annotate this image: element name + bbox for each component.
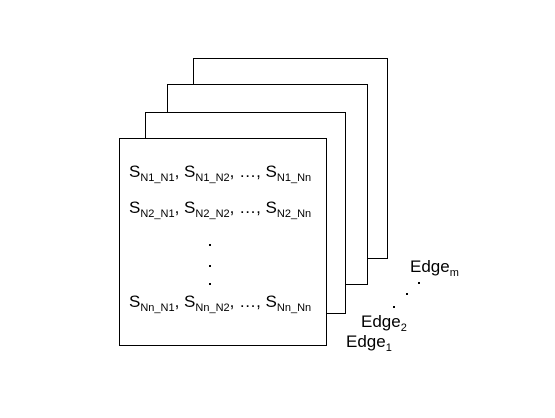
diagonal-ellipsis-dot (406, 293, 408, 295)
cell-base: S (265, 292, 277, 311)
cell-sub: N2_N1 (140, 208, 175, 220)
edge-sub: 1 (385, 342, 392, 354)
cell-base: S (129, 162, 141, 181)
cell-base: S (184, 162, 196, 181)
cell-sub: N2_N2 (195, 208, 230, 220)
edge-m-label: Edgem (410, 258, 459, 279)
edge-1-label: Edge1 (346, 333, 392, 354)
sep: , (174, 162, 185, 181)
edge-base: Edge (361, 312, 401, 331)
cell-sub: N1_N1 (140, 172, 175, 184)
edge-1-layer (119, 138, 327, 346)
cell-sub: Nn_N1 (140, 302, 175, 314)
cell-base: S (129, 198, 141, 217)
vertical-ellipsis-dot (209, 244, 211, 246)
cell-sub: N1_N2 (195, 172, 230, 184)
matrix-row-1: SN1_N1, SN1_N2, …, SN1_Nn (129, 163, 311, 184)
sep: , (174, 292, 185, 311)
ellipsis: …, (239, 198, 266, 217)
edge-sub: m (449, 267, 459, 279)
edge-2-label: Edge2 (361, 313, 407, 334)
ellipsis: …, (239, 162, 266, 181)
cell-base: S (265, 198, 277, 217)
matrix-row-n: SNn_N1, SNn_N2, …, SNn_Nn (129, 293, 311, 314)
cell-base: S (129, 292, 141, 311)
cell-base: S (184, 292, 196, 311)
matrix-row-2: SN2_N1, SN2_N2, …, SN2_Nn (129, 199, 311, 220)
cell-base: S (184, 198, 196, 217)
sep: , (229, 198, 240, 217)
cell-sub: N1_Nn (276, 172, 312, 184)
edge-sub: 2 (400, 322, 407, 334)
diagonal-ellipsis-dot (418, 282, 420, 284)
edge-base: Edge (410, 257, 450, 276)
sep: , (229, 292, 240, 311)
cell-base: S (265, 162, 277, 181)
diagonal-ellipsis-dot (393, 306, 395, 308)
vertical-ellipsis-dot (209, 283, 211, 285)
vertical-ellipsis-dot (209, 265, 211, 267)
cell-sub: N2_Nn (276, 208, 312, 220)
cell-sub: Nn_N2 (195, 302, 230, 314)
sep: , (174, 198, 185, 217)
cell-sub: Nn_Nn (276, 302, 312, 314)
ellipsis: …, (239, 292, 266, 311)
edge-base: Edge (346, 332, 386, 351)
sep: , (229, 162, 240, 181)
